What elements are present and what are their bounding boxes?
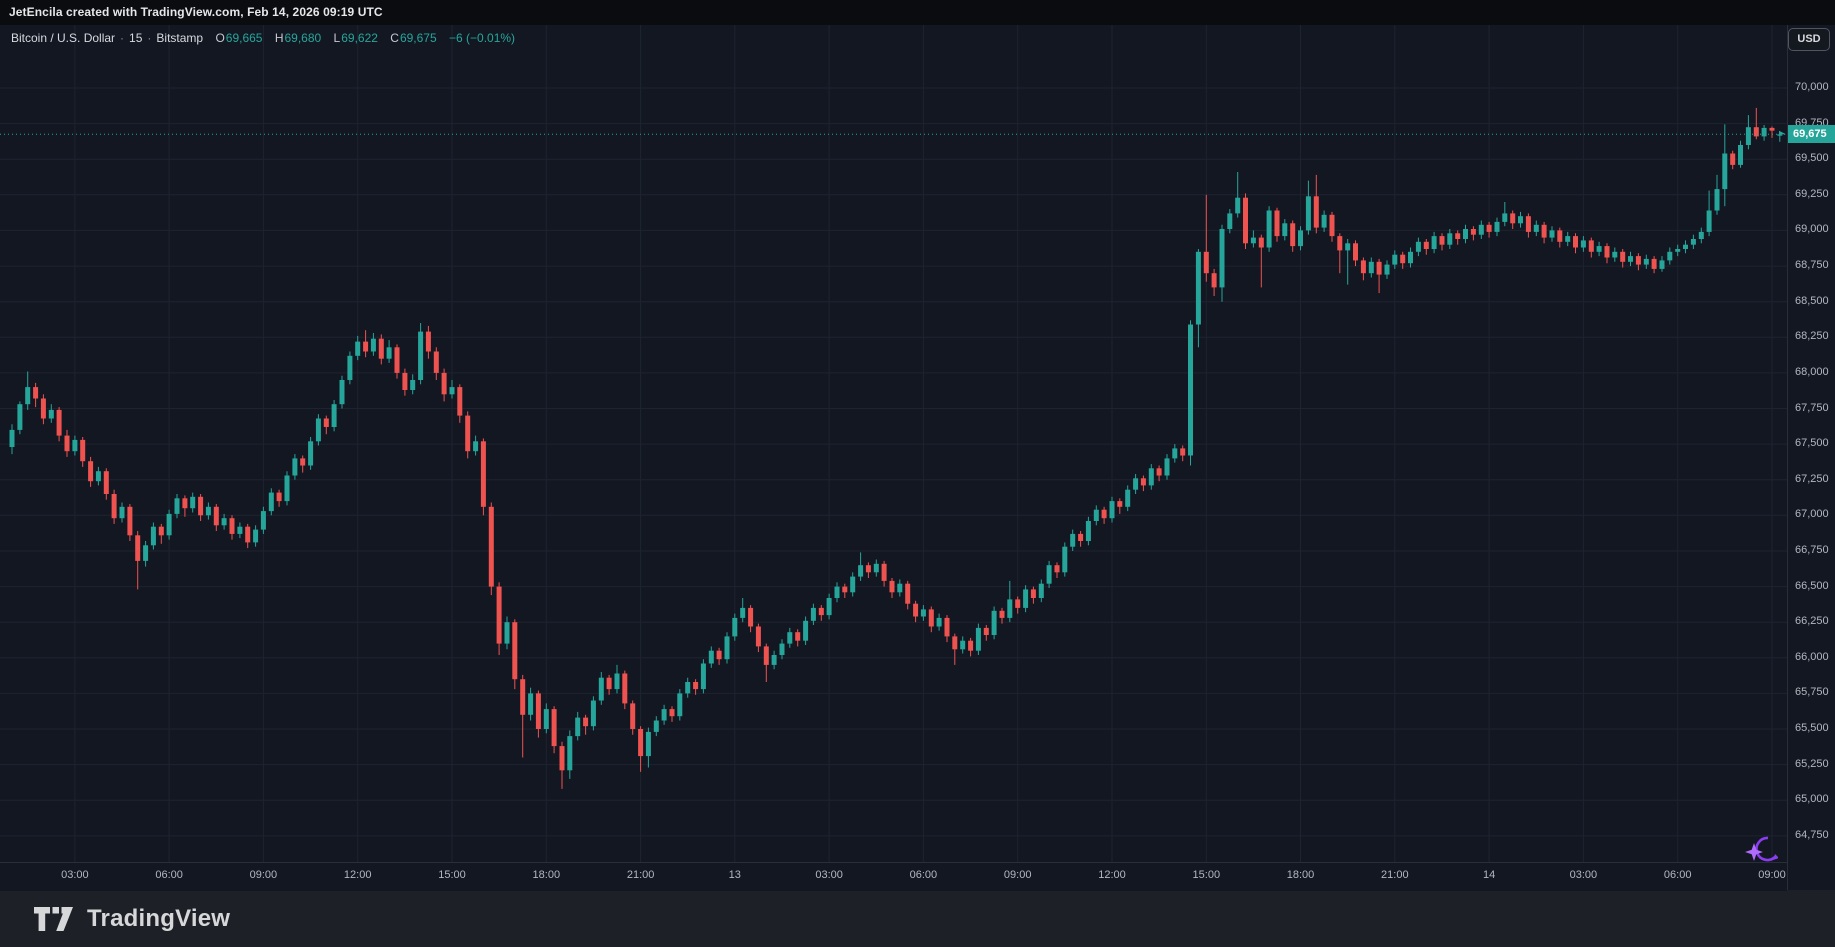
price-tick-label: 68,500	[1795, 294, 1829, 307]
interval-value: 15	[129, 31, 143, 45]
exchange-name: Bitstamp	[156, 31, 204, 45]
time-tick-label: 03:00	[61, 869, 89, 881]
time-tick-label: 18:00	[532, 869, 561, 881]
price-tick-label: 69,000	[1795, 223, 1829, 236]
time-tick-label: 06:00	[909, 869, 938, 881]
sparkle-cursor-icon	[1744, 835, 1779, 870]
price-tick-label: 66,750	[1795, 544, 1829, 556]
price-tick-label: 70,000	[1795, 81, 1829, 93]
time-tick-label: 21:00	[626, 869, 655, 881]
chart-pane[interactable]: Bitcoin / U.S. Dollar · 15 · Bitstamp O69,66…	[0, 25, 1835, 891]
time-tick-label: 06:00	[1663, 869, 1692, 881]
price-tick-label: 68,750	[1795, 259, 1829, 272]
price-tick-label: 68,250	[1795, 330, 1829, 343]
candlestick-chart[interactable]	[0, 25, 1835, 890]
time-tick-label: 15:00	[1192, 869, 1221, 881]
footer-bar: TradingView	[0, 890, 1835, 947]
high-value: H69,680	[274, 31, 322, 45]
change-value: −6 (−0.01%)	[449, 31, 516, 45]
price-scale[interactable]: 69,675 70,000 69,750 69,500 69,250 69,000 68,…	[1787, 25, 1835, 890]
price-tick-label: 66,000	[1795, 650, 1829, 663]
time-tick-label: 18:00	[1286, 869, 1315, 881]
price-tick-label: 65,250	[1795, 757, 1829, 770]
time-scale[interactable]: 03:00 06:00 09:00 12:00 15:00 18:00 21:00 13 03:…	[0, 862, 1787, 891]
attribution-text: JetEncila created with TradingView.com, …	[9, 5, 383, 19]
price-tick-label: 65,000	[1795, 793, 1829, 806]
separator-dot: ·	[120, 31, 125, 45]
separator-dot: ·	[147, 31, 152, 45]
price-tick-label: 69,250	[1795, 187, 1829, 200]
time-tick-label: 15:00	[438, 869, 466, 881]
price-tick-label: 66,250	[1795, 615, 1829, 628]
price-tick-label: 66,500	[1795, 579, 1829, 592]
time-tick-label: 14	[1482, 869, 1496, 881]
price-tick-label: 68,000	[1795, 365, 1829, 378]
time-tick-label: 12:00	[343, 869, 372, 881]
time-tick-label: 09:00	[1758, 869, 1786, 881]
time-tick-label: 09:00	[1003, 869, 1032, 881]
current-price-label: 69,675	[1788, 125, 1835, 144]
time-tick-label: 03:00	[815, 869, 843, 881]
brand-name[interactable]: TradingView	[87, 904, 231, 932]
time-tick-label: 13	[728, 869, 741, 881]
price-tick-label: 64,750	[1795, 828, 1829, 841]
price-tick-label: 65,500	[1795, 722, 1829, 734]
time-tick-label: 12:00	[1098, 869, 1126, 881]
time-tick-label: 06:00	[155, 869, 183, 881]
price-tick-label: 67,000	[1795, 508, 1829, 521]
price-tick-label: 69,500	[1795, 152, 1829, 165]
open-value: O69,665	[215, 31, 263, 45]
time-tick-label: 09:00	[249, 869, 278, 881]
low-value: L69,622	[333, 31, 378, 45]
attribution-bar: JetEncila created with TradingView.com, …	[0, 0, 1835, 25]
close-value: C69,675	[390, 31, 437, 45]
price-tick-label: 67,250	[1795, 472, 1829, 485]
symbol-title: Bitcoin / U.S. Dollar	[11, 31, 116, 45]
time-tick-label: 03:00	[1569, 869, 1598, 881]
time-tick-label: 21:00	[1381, 869, 1409, 881]
symbol-legend[interactable]: Bitcoin / U.S. Dollar · 15 · Bitstamp O69,66…	[11, 31, 515, 49]
price-tick-label: 65,750	[1795, 686, 1829, 699]
price-tick-label: 67,500	[1795, 437, 1829, 450]
price-tick-label: 67,750	[1795, 401, 1829, 414]
currency-toggle-button[interactable]: USD	[1788, 28, 1830, 51]
tradingview-logo-icon[interactable]	[33, 904, 74, 934]
